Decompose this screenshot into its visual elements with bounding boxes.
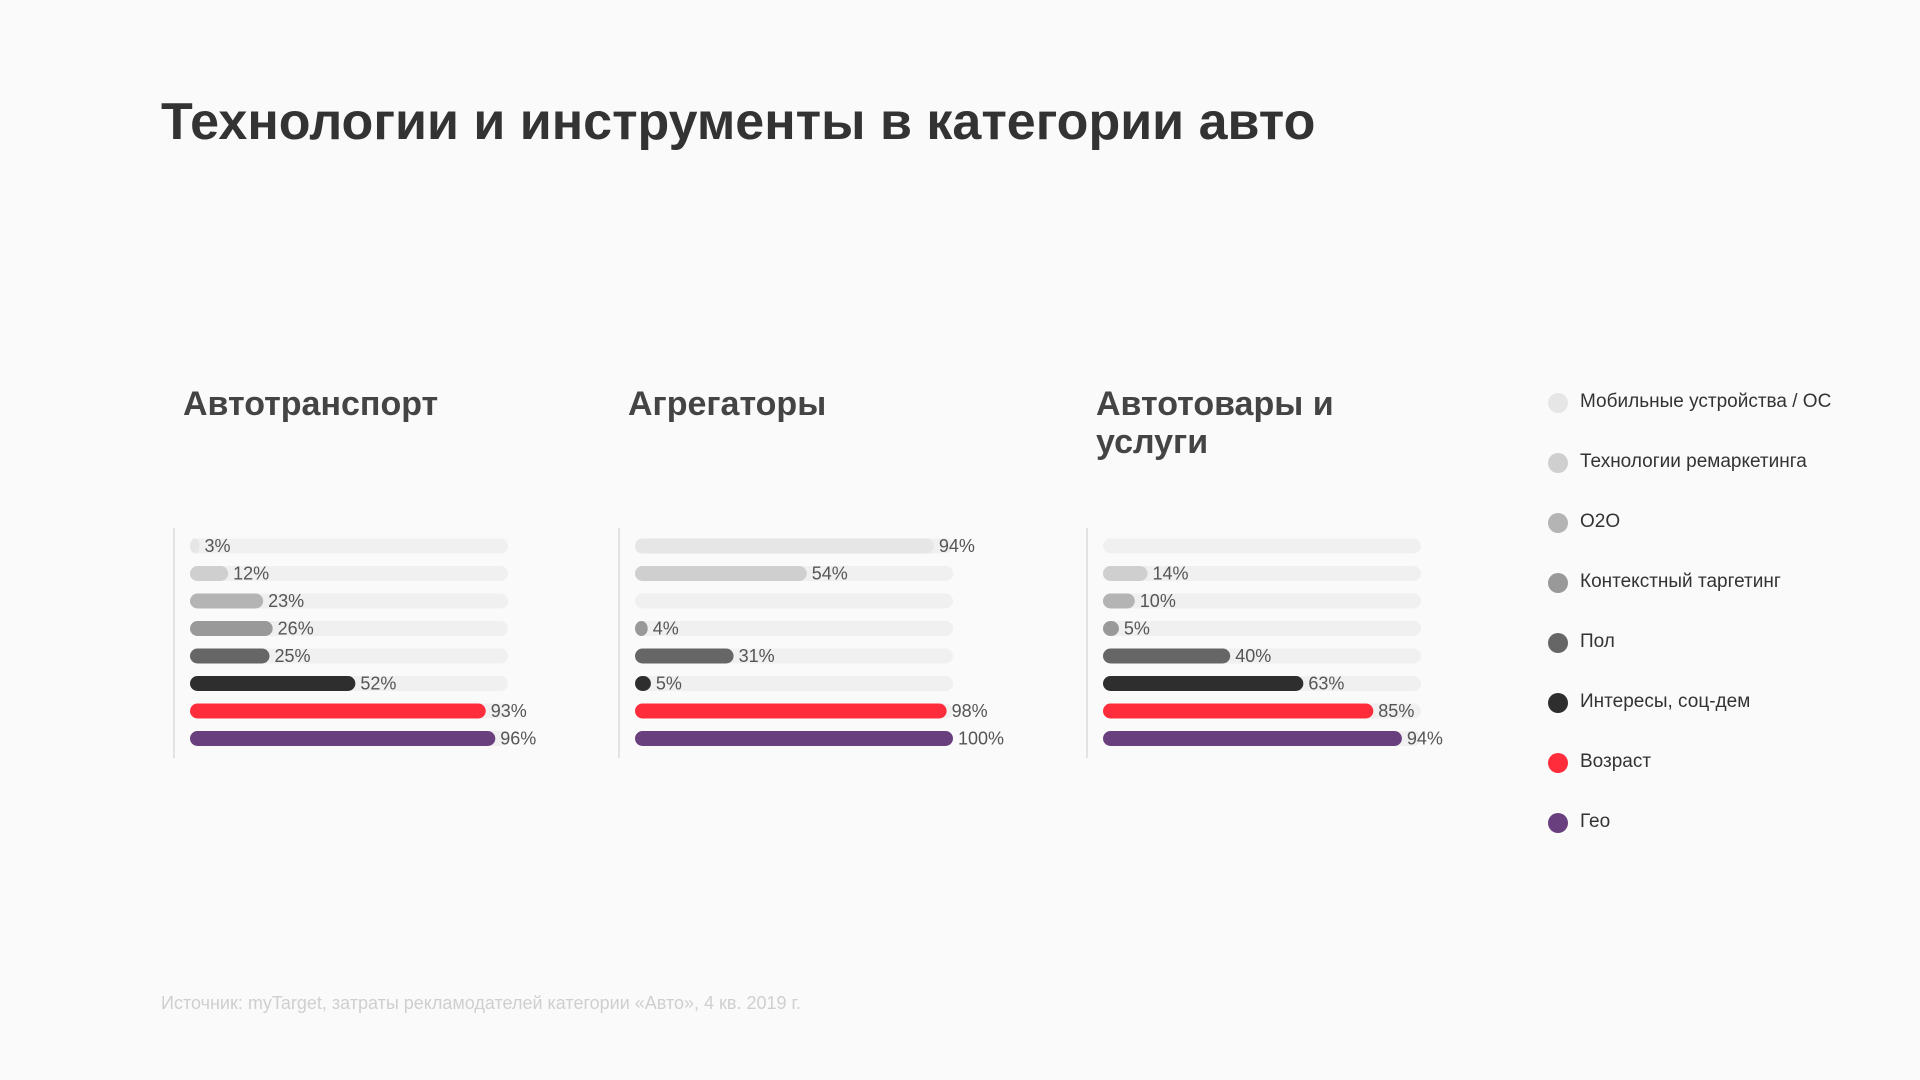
bar-track	[1103, 538, 1421, 554]
bar	[635, 731, 953, 746]
bar-track	[190, 538, 508, 554]
bar	[635, 538, 934, 554]
legend-swatch	[1548, 633, 1568, 653]
bar	[190, 538, 200, 554]
panel-title: Автотовары и услуги	[1096, 385, 1334, 461]
bar	[635, 566, 807, 581]
bar	[190, 676, 356, 691]
bar	[1103, 703, 1374, 719]
legend-label: O2O	[1580, 511, 1621, 532]
value-label: 94%	[939, 536, 975, 556]
value-label: 93%	[491, 701, 527, 721]
source-note: Источник: myTarget, затраты рекламодател…	[161, 993, 801, 1013]
chart-title: Технологии и инструменты в категории авт…	[161, 93, 1316, 151]
value-label: 4%	[653, 618, 679, 638]
bar	[1103, 648, 1231, 664]
value-label: 100%	[958, 728, 1004, 748]
bar-track	[190, 593, 508, 609]
legend-swatch	[1548, 393, 1568, 413]
legend-label: Гео	[1580, 811, 1611, 832]
legend-swatch	[1548, 753, 1568, 773]
value-label: 85%	[1378, 701, 1414, 721]
legend-label: Контекстный таргетинг	[1580, 571, 1781, 592]
bar	[190, 703, 486, 719]
bar-track	[635, 593, 953, 609]
value-label: 98%	[952, 701, 988, 721]
bar	[190, 593, 264, 609]
bar-track	[1103, 593, 1421, 609]
bar	[635, 703, 947, 719]
bar	[1103, 731, 1402, 746]
value-label: 12%	[233, 563, 269, 583]
value-label: 23%	[268, 591, 304, 611]
bar	[635, 648, 734, 664]
value-label: 54%	[812, 563, 848, 583]
legend-swatch	[1548, 693, 1568, 713]
value-label: 31%	[739, 646, 775, 666]
value-label: 10%	[1140, 591, 1176, 611]
value-label: 94%	[1407, 728, 1443, 748]
legend-swatch	[1548, 813, 1568, 833]
legend-swatch	[1548, 453, 1568, 473]
value-label: 26%	[278, 618, 314, 638]
bar	[190, 731, 496, 746]
panel-title: Агрегаторы	[628, 385, 827, 423]
value-label: 63%	[1308, 673, 1344, 693]
legend-swatch	[1548, 573, 1568, 593]
bar	[635, 676, 651, 691]
bar	[190, 648, 270, 664]
bar	[190, 566, 229, 581]
value-label: 40%	[1235, 646, 1271, 666]
value-label: 5%	[1124, 618, 1150, 638]
value-label: 25%	[275, 646, 311, 666]
value-label: 52%	[360, 673, 396, 693]
value-label: 5%	[656, 673, 682, 693]
value-label: 3%	[205, 536, 231, 556]
bar	[190, 621, 273, 636]
bar	[1103, 676, 1304, 691]
legend-label: Пол	[1580, 631, 1615, 652]
bar-track	[635, 676, 953, 691]
bar	[635, 621, 648, 636]
legend-label: Интересы, соц-дем	[1580, 691, 1751, 712]
bar	[1103, 621, 1119, 636]
bar	[1103, 593, 1135, 609]
bar-track	[190, 566, 508, 581]
bar-track	[1103, 566, 1421, 581]
value-label: 96%	[500, 728, 536, 748]
panel-title: Автотранспорт	[183, 385, 439, 423]
legend-label: Мобильные устройства / ОС	[1580, 391, 1832, 412]
value-label: 14%	[1153, 563, 1189, 583]
bar-track	[190, 648, 508, 664]
bar-track	[1103, 621, 1421, 636]
bar	[1103, 566, 1148, 581]
legend-label: Возраст	[1580, 751, 1652, 772]
bar-track	[635, 621, 953, 636]
legend-label: Технологии ремаркетинга	[1580, 451, 1807, 472]
legend-swatch	[1548, 513, 1568, 533]
